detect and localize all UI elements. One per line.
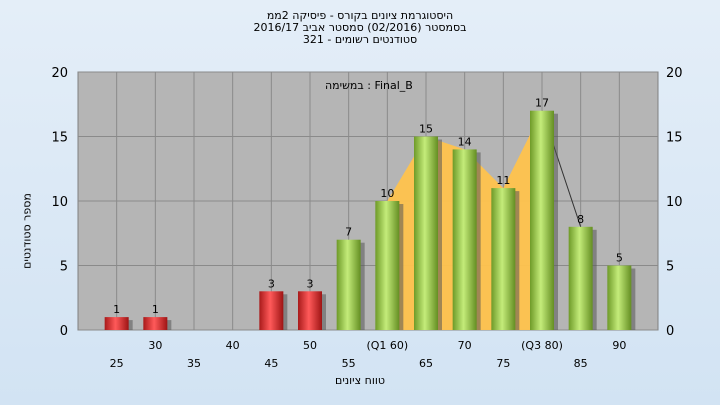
x-tick-label: (Q1 60) [366,339,408,352]
bar [104,317,129,330]
x-tick-label: 45 [264,357,278,370]
y-tick-label-left: 10 [51,195,68,210]
task-annotation: במשימה : Final_B [325,79,413,92]
x-tick-label: 75 [496,357,510,370]
bar-value-label: 5 [616,252,623,265]
x-tick-label: 65 [419,357,433,370]
y-tick-label-right: 5 [666,260,674,275]
title-line-3: סטודנטים רשומים - 321 [302,33,418,46]
bar [491,188,516,330]
bar [414,136,438,330]
bar [452,149,477,330]
bar [568,226,593,330]
x-tick-label: 50 [303,339,317,352]
y-tick-label-right: 15 [666,131,683,146]
bar-value-label: 17 [535,97,549,110]
bar [530,110,554,330]
y-tick-label-right: 10 [666,195,683,210]
bar [143,317,168,330]
x-tick-label: 70 [458,339,472,352]
bar [298,291,322,330]
x-tick-label: 35 [187,357,201,370]
y-tick-label-left: 0 [60,324,68,339]
title-line-1: היסטוגרמת ציונים בקורס - פיסיקה 2ממ [266,9,454,22]
x-tick-label: 25 [110,357,124,370]
chart-title: היסטוגרמת ציונים בקורס - פיסיקה 2ממ בסמס… [0,10,720,46]
bar [607,265,632,330]
bar-value-label: 11 [496,174,510,187]
y-tick-label-left: 5 [60,260,68,275]
x-tick-label: (Q3 80) [521,339,563,352]
bar [336,239,361,330]
bar-value-label: 3 [268,277,275,290]
x-tick-label: 55 [342,357,356,370]
x-tick-label: 40 [226,339,240,352]
bar-value-label: 8 [577,213,584,226]
x-tick-label: 30 [148,339,162,352]
bar-value-label: 1 [152,303,159,316]
bar [375,201,400,330]
x-axis-label: טווח ציונים [335,374,385,387]
y-tick-label-left: 20 [51,66,68,81]
bar-layer [104,110,636,330]
y-tick-label-right: 20 [666,66,683,81]
bar-value-label: 1 [113,303,120,316]
bar-value-label: 15 [419,123,433,136]
title-line-2: בסמסטר (02/2016) סמסטר אביב 2016/17 [253,21,467,34]
y-tick-label-left: 15 [51,131,68,146]
x-tick-label: 85 [574,357,588,370]
bar [259,291,284,330]
bar-value-label: 3 [307,277,314,290]
x-tick-label: 90 [612,339,626,352]
bar-value-label: 14 [458,135,472,148]
y-axis-label: מספר סטודנטים [20,193,34,269]
bar-value-label: 7 [345,226,352,239]
bar-value-label: 10 [380,187,394,200]
y-tick-label-right: 0 [666,324,674,339]
